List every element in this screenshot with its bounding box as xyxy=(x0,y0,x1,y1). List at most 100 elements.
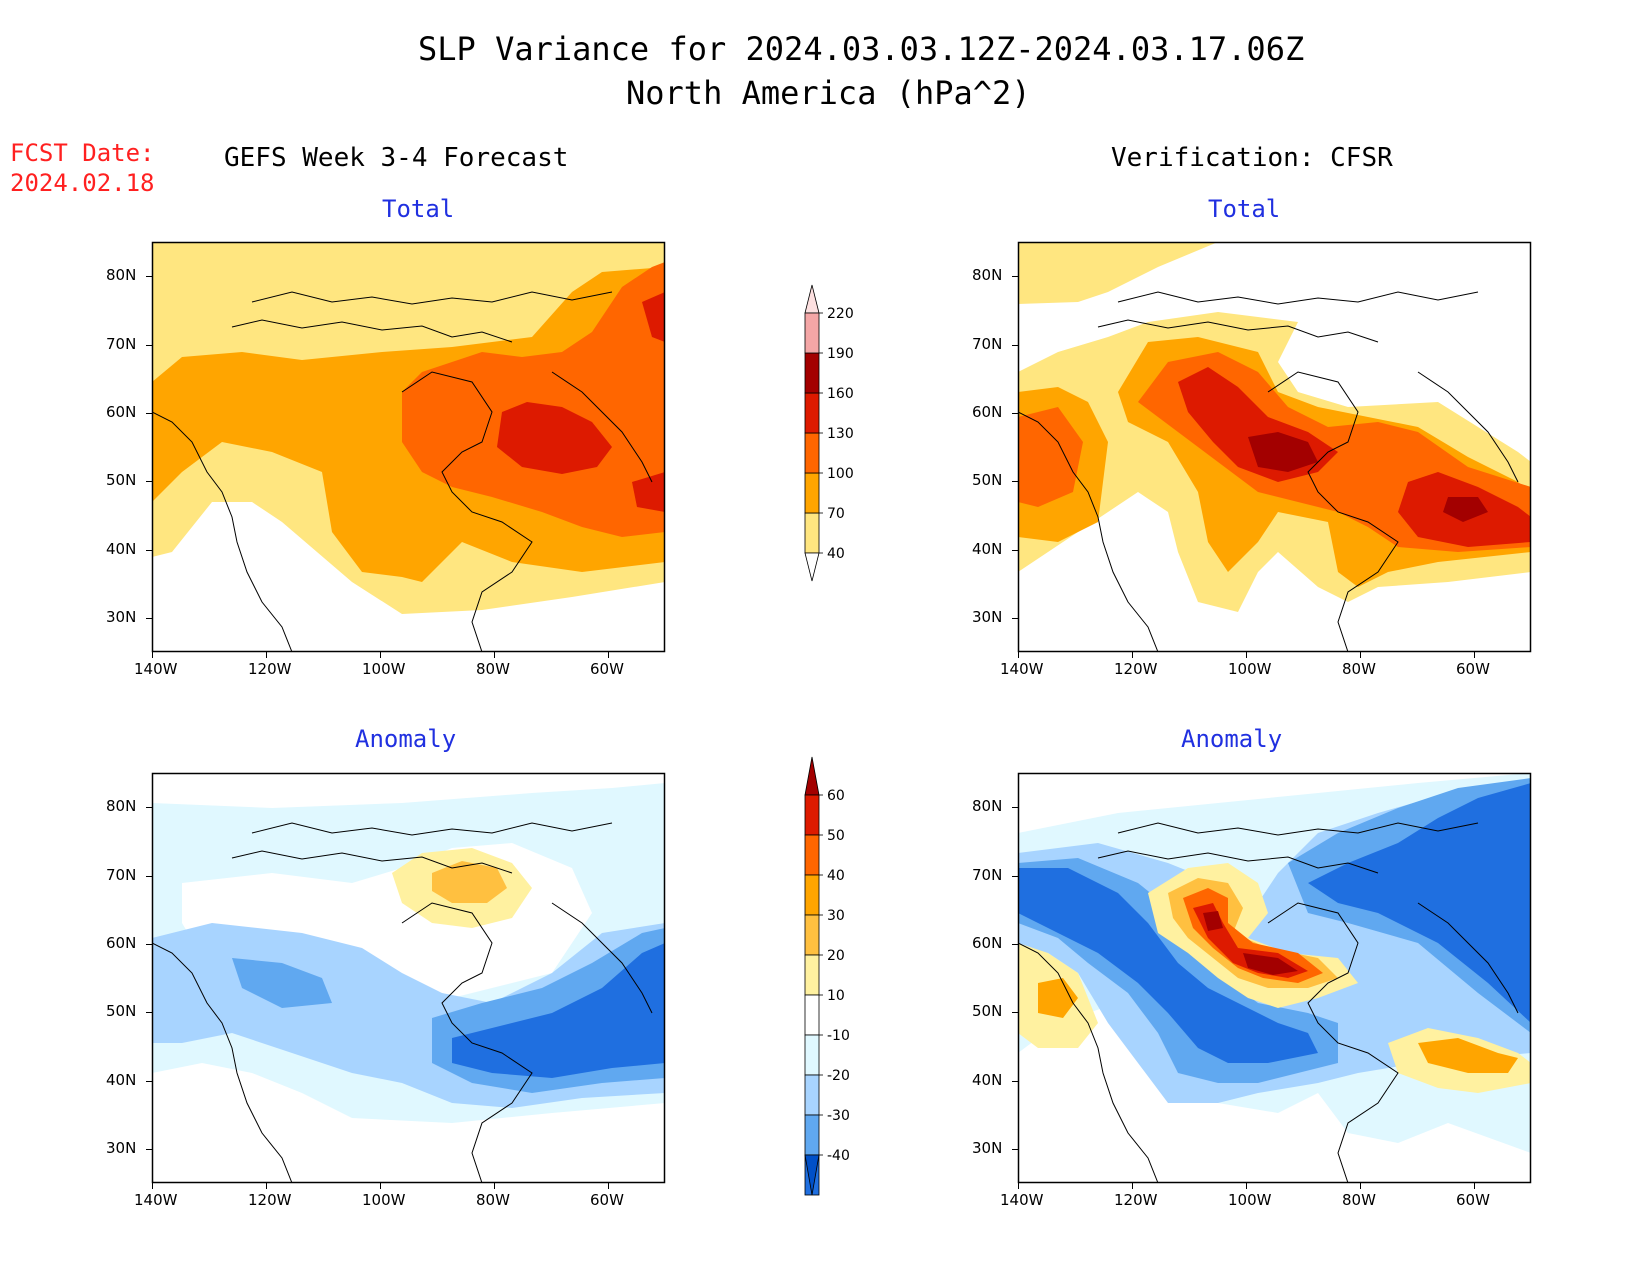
lon-tick-label: 60W xyxy=(590,1191,624,1209)
lon-tick-mark xyxy=(1360,1183,1361,1189)
lat-tick-mark xyxy=(146,875,152,877)
colorbar-label: 220 xyxy=(827,306,854,322)
lat-tick-mark xyxy=(1012,412,1018,414)
map-frame xyxy=(151,241,666,653)
colorbar-label: 30 xyxy=(827,908,845,924)
lon-tick-label: 80W xyxy=(1342,660,1376,678)
shade-pos30 xyxy=(1038,978,1078,1018)
panel-title-verification-total: Total xyxy=(1208,195,1281,223)
lon-tick-label: 140W xyxy=(134,660,178,678)
lat-tick-mark xyxy=(146,807,152,809)
lon-tick-mark xyxy=(608,1183,609,1189)
colorbar-extend-top xyxy=(804,756,820,796)
lat-tick-label: 40N xyxy=(972,539,1003,558)
lat-tick-mark xyxy=(146,1148,152,1150)
fcst-label: FCST Date: xyxy=(10,139,155,167)
lat-tick-label: 70N xyxy=(106,865,137,884)
colorbar-bin xyxy=(804,352,820,394)
lon-tick-mark xyxy=(380,652,381,658)
map-forecast-total xyxy=(151,241,666,653)
lon-tick-mark xyxy=(608,652,609,658)
lat-tick-label: 40N xyxy=(106,1070,137,1089)
lon-tick-label: 140W xyxy=(134,1191,178,1209)
lat-tick-mark xyxy=(1012,481,1018,483)
lon-tick-mark xyxy=(494,652,495,658)
lat-tick-label: 60N xyxy=(972,933,1003,952)
lat-tick-label: 70N xyxy=(106,334,137,353)
lon-tick-mark xyxy=(1474,652,1475,658)
colorbar-bin xyxy=(804,874,820,916)
lon-tick-mark xyxy=(266,652,267,658)
lon-tick-mark xyxy=(1474,1183,1475,1189)
colorbar-label: 40 xyxy=(827,546,845,562)
colorbar-extend-bottom xyxy=(804,552,820,582)
colorbar-label: -10 xyxy=(827,1028,850,1044)
main-subtitle: North America (hPa^2) xyxy=(626,74,1031,112)
colorbar-bin xyxy=(804,794,820,836)
colorbar-label: 60 xyxy=(827,788,845,804)
lat-tick-mark xyxy=(1012,276,1018,278)
column-title-right: Verification: CFSR xyxy=(1111,143,1393,173)
lon-tick-label: 80W xyxy=(1342,1191,1376,1209)
colorbar-label: 130 xyxy=(827,426,854,442)
lon-tick-label: 100W xyxy=(1228,1191,1272,1209)
lat-tick-mark xyxy=(1012,549,1018,551)
lon-tick-label: 100W xyxy=(362,660,406,678)
lon-tick-mark xyxy=(494,1183,495,1189)
lat-tick-mark xyxy=(1012,1012,1018,1014)
lon-tick-label: 120W xyxy=(1114,660,1158,678)
lon-tick-label: 120W xyxy=(248,1191,292,1209)
colorbar-bin xyxy=(804,954,820,996)
map-verification-anomaly xyxy=(1017,772,1532,1184)
lat-tick-label: 60N xyxy=(972,402,1003,421)
colorbar-total: 40 70 100 130 160 190 220 xyxy=(804,284,854,582)
lat-tick-label: 50N xyxy=(972,471,1003,490)
lat-tick-label: 80N xyxy=(106,266,137,285)
shade-neg40 xyxy=(452,943,665,1078)
colorbar-label: 190 xyxy=(827,346,854,362)
colorbar-bin xyxy=(804,1034,820,1076)
colorbar-label: 160 xyxy=(827,386,854,402)
shade-neg30 xyxy=(232,958,332,1008)
lon-tick-mark xyxy=(1132,1183,1133,1189)
lat-tick-mark xyxy=(146,276,152,278)
lon-tick-mark xyxy=(1360,652,1361,658)
shade-160-190 xyxy=(1248,432,1318,472)
lat-tick-label: 30N xyxy=(972,607,1003,626)
shade-130-160-e xyxy=(632,472,665,512)
colorbar-label: -40 xyxy=(827,1148,850,1164)
fcst-date-label: FCST Date: 2024.02.18 xyxy=(10,138,155,198)
lon-tick-label: 80W xyxy=(476,660,510,678)
shade-40-70 xyxy=(1018,242,1218,304)
shade-130-160-ne xyxy=(642,292,665,342)
shade-neg40-ne xyxy=(1308,783,1531,1023)
colorbar-bin xyxy=(804,834,820,876)
colorbar-bin xyxy=(804,432,820,474)
colorbar-bin xyxy=(804,1114,820,1156)
colorbar-label: 20 xyxy=(827,948,845,964)
colorbar-anomaly: 60 50 40 30 20 10 -10 -20 -30 -40 xyxy=(804,756,850,1196)
lat-tick-mark xyxy=(146,1012,152,1014)
lat-tick-mark xyxy=(1012,1148,1018,1150)
lat-tick-mark xyxy=(146,549,152,551)
lon-tick-mark xyxy=(1246,652,1247,658)
lon-tick-mark xyxy=(1018,652,1019,658)
lon-tick-label: 80W xyxy=(476,1191,510,1209)
colorbar-label: 50 xyxy=(827,828,845,844)
shade-130-160 xyxy=(497,402,612,474)
colorbar-bin xyxy=(804,392,820,434)
lat-tick-mark xyxy=(1012,807,1018,809)
colorbar-label: -30 xyxy=(827,1108,850,1124)
lat-tick-label: 80N xyxy=(972,797,1003,816)
shade-neg40 xyxy=(1018,868,1318,1063)
lat-tick-label: 50N xyxy=(106,1002,137,1021)
lon-tick-label: 100W xyxy=(362,1191,406,1209)
lat-tick-mark xyxy=(1012,344,1018,346)
lon-tick-label: 60W xyxy=(1456,660,1490,678)
colorbar-bin xyxy=(804,472,820,514)
panel-title-verification-anomaly: Anomaly xyxy=(1181,725,1283,753)
lon-tick-mark xyxy=(1246,1183,1247,1189)
lon-tick-mark xyxy=(152,1183,153,1189)
colorbar-bin xyxy=(804,994,820,1036)
lon-tick-label: 140W xyxy=(1000,660,1044,678)
